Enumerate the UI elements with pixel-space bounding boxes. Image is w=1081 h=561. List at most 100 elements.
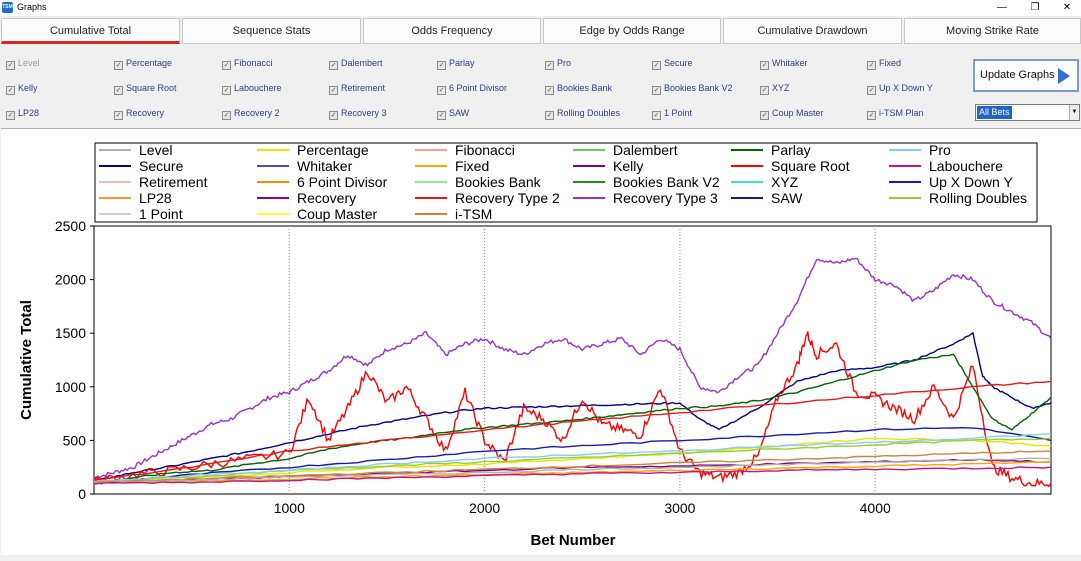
checkbox-icon: ✓: [760, 86, 769, 95]
legend-label: Recovery Type 3: [613, 190, 718, 206]
title-bar: TSM Graphs — ❐ ✕: [0, 0, 1081, 16]
option-square-root[interactable]: ✓ Square Root: [114, 83, 177, 95]
option-coup-master[interactable]: ✓ Coup Master: [760, 108, 824, 120]
legend-label: Retirement: [139, 174, 208, 190]
option-saw[interactable]: ✓ SAW: [437, 108, 470, 120]
x-tick-label: 2000: [469, 500, 500, 516]
option-pro[interactable]: ✓ Pro: [545, 58, 572, 70]
option-dalembert[interactable]: ✓ Dalembert: [329, 58, 383, 70]
legend-label: 1 Point: [139, 206, 183, 222]
series-line-pro: [93, 433, 1052, 482]
window-title: Graphs: [17, 2, 47, 12]
option-up-x-down-y[interactable]: ✓ Up X Down Y: [867, 83, 933, 95]
legend-label: Dalembert: [613, 142, 678, 158]
close-icon[interactable]: ✕: [1062, 2, 1072, 13]
checkbox-icon: ✓: [867, 61, 876, 70]
series-line-recovery-type-2: [93, 380, 1052, 480]
legend-label: Coup Master: [297, 206, 377, 222]
option-recovery-3[interactable]: ✓ Recovery 3: [329, 108, 387, 120]
legend-label: SAW: [771, 190, 803, 206]
option-recovery[interactable]: ✓ Recovery: [114, 108, 165, 120]
series-line-coup-master: [93, 437, 1052, 484]
series-line-secure: [93, 331, 1052, 482]
option-kelly[interactable]: ✓ Kelly: [6, 83, 38, 95]
bet-filter-select[interactable]: All Bets ▼: [975, 104, 1080, 121]
dropdown-arrow-icon[interactable]: ▼: [1069, 105, 1079, 120]
checkbox-icon: ✓: [652, 61, 661, 70]
option-bookies-bank-v2[interactable]: ✓ Bookies Bank V2: [652, 83, 733, 95]
tab-edge-by-odds-range[interactable]: Edge by Odds Range: [543, 18, 721, 44]
series-line-labouchere: [93, 466, 1052, 485]
legend-label: Kelly: [613, 158, 643, 174]
option-bookies-bank[interactable]: ✓ Bookies Bank: [545, 83, 613, 95]
x-tick-label: 4000: [860, 500, 891, 516]
option-i-tsm-plan[interactable]: ✓ i-TSM Plan: [867, 108, 924, 120]
checkbox-icon: ✓: [545, 111, 554, 120]
series-line-recovery-type-3: [93, 257, 1052, 480]
legend-label: Recovery Type 2: [455, 190, 560, 206]
option-retirement[interactable]: ✓ Retirement: [329, 83, 386, 95]
option-percentage[interactable]: ✓ Percentage: [114, 58, 173, 70]
legend-box: [94, 142, 1038, 223]
legend-label: Recovery: [297, 190, 356, 206]
option-lp28[interactable]: ✓ LP28: [6, 108, 40, 120]
legend-label: Fixed: [455, 158, 489, 174]
tab-sequence-stats[interactable]: Sequence Stats: [182, 18, 361, 44]
option-recovery-2[interactable]: ✓ Recovery 2: [222, 108, 280, 120]
series-line-square-root: [93, 331, 1052, 488]
legend-label: Level: [139, 142, 172, 158]
option-1-point[interactable]: ✓ 1 Point: [652, 108, 693, 120]
series-line-level: [93, 457, 1052, 485]
tab-cumulative-drawdown[interactable]: Cumulative Drawdown: [723, 18, 902, 44]
tab-cumulative-total[interactable]: Cumulative Total: [1, 18, 180, 44]
checkbox-icon: ✓: [329, 61, 338, 70]
legend-label: Percentage: [297, 142, 369, 158]
series-group: [93, 257, 1052, 488]
checkbox-icon: ✓: [437, 111, 446, 120]
option-6-point-divisor[interactable]: ✓ 6 Point Divisor: [437, 83, 508, 95]
option-labouchere[interactable]: ✓ Labouchere: [222, 83, 282, 95]
y-tick-label: 0: [78, 486, 86, 502]
minimize-icon[interactable]: —: [997, 2, 1007, 13]
legend: Level Percentage Fibonacci Dalembert Parlay P…: [99, 142, 1027, 222]
checkbox-icon: ✓: [760, 111, 769, 120]
checkbox-icon: ✓: [652, 86, 661, 95]
chart-panel: Level Percentage Fibonacci Dalembert Parlay P…: [1, 128, 1081, 555]
y-tick-label: 1500: [55, 325, 86, 341]
legend-label: Bookies Bank V2: [613, 174, 720, 190]
plot-area: [93, 225, 1052, 495]
tab-moving-strike-rate[interactable]: Moving Strike Rate: [904, 18, 1081, 44]
x-tick-label: 1000: [274, 500, 305, 516]
legend-label: Bookies Bank: [455, 174, 542, 190]
option-fibonacci[interactable]: ✓ Fibonacci: [222, 58, 273, 70]
legend-label: XYZ: [771, 174, 799, 190]
checkbox-icon: ✓: [867, 86, 876, 95]
y-axis-label: Cumulative Total: [18, 300, 35, 420]
legend-label: Secure: [139, 158, 184, 174]
tab-odds-frequency[interactable]: Odds Frequency: [363, 18, 541, 44]
option-parlay[interactable]: ✓ Parlay: [437, 58, 475, 70]
checkbox-icon: ✓: [222, 61, 231, 70]
y-tick-label: 2500: [55, 218, 86, 234]
checkbox-icon: ✓: [867, 111, 876, 120]
series-line-parlay: [93, 353, 1052, 485]
option-fixed[interactable]: ✓ Fixed: [867, 58, 902, 70]
y-tick-label: 500: [63, 432, 87, 448]
checkbox-icon: ✓: [6, 61, 15, 70]
option-whitaker[interactable]: ✓ Whitaker: [760, 58, 808, 70]
update-graphs-label: Update Graphs: [980, 69, 1055, 81]
option-level[interactable]: ✓ Level: [6, 58, 40, 70]
update-graphs-button[interactable]: Update Graphs: [973, 59, 1079, 92]
x-tick-label: 3000: [664, 500, 695, 516]
legend-label: i-TSM: [455, 206, 492, 222]
option-xyz[interactable]: ✓ XYZ: [760, 83, 790, 95]
legend-label: Parlay: [771, 142, 811, 158]
legend-label: Labouchere: [929, 158, 1003, 174]
checkbox-icon: ✓: [114, 86, 123, 95]
option-secure[interactable]: ✓ Secure: [652, 58, 693, 70]
y-tick-label: 1000: [55, 379, 86, 395]
option-rolling-doubles[interactable]: ✓ Rolling Doubles: [545, 108, 621, 120]
restore-icon[interactable]: ❐: [1030, 2, 1040, 13]
x-axis-label: Bet Number: [530, 532, 615, 549]
checkbox-icon: ✓: [545, 86, 554, 95]
